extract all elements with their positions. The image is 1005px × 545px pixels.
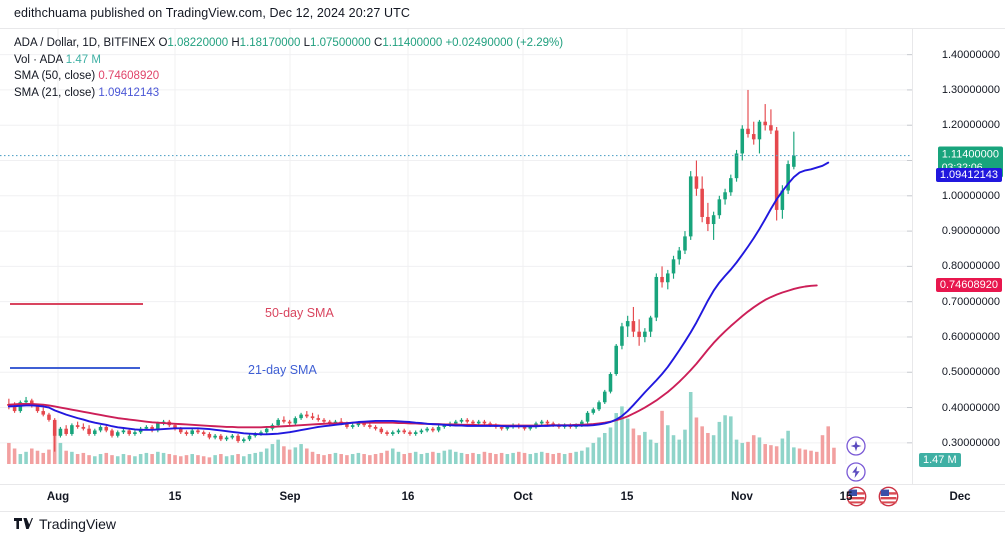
sma50-price-badge: 0.74608920 bbox=[935, 278, 1002, 293]
candlestick-svg bbox=[0, 29, 912, 464]
price-tick: 0.70000000 bbox=[941, 295, 1000, 308]
price-tick: 0.60000000 bbox=[941, 330, 1000, 343]
legend-open-label: O bbox=[158, 37, 168, 49]
legend-volume-value: 1.47 M bbox=[65, 53, 101, 66]
legend-sma50-label[interactable]: SMA (50, close) bbox=[14, 70, 96, 82]
sma21-legend-line bbox=[10, 367, 140, 369]
last-price-value: 1.11400000 bbox=[941, 148, 999, 161]
tradingview-mark-icon bbox=[14, 517, 33, 529]
legend-ohlc-row: ADA / Dollar, 1D, BITFINEX O1.08220000 H… bbox=[14, 35, 563, 52]
legend-sma21-label[interactable]: SMA (21, close) bbox=[14, 86, 96, 99]
legend-close-label: C bbox=[374, 37, 383, 49]
time-tick: Nov bbox=[731, 491, 753, 503]
price-tick: 1.30000000 bbox=[941, 83, 1000, 96]
tradingview-logo[interactable]: TradingView bbox=[14, 516, 116, 532]
sma50-legend-line bbox=[10, 303, 143, 305]
legend-low-label: L bbox=[303, 37, 311, 49]
legend-sma21-value: 1.09412143 bbox=[98, 86, 160, 99]
ai-sparkle-button[interactable] bbox=[845, 435, 867, 457]
sma21-annotation: 21-day SMA bbox=[248, 363, 317, 377]
legend-low-value: 1.07500000 bbox=[310, 37, 371, 49]
legend-sma50-row: SMA (50, close) 0.74608920 bbox=[14, 68, 563, 85]
legend-change: +0.02490000 bbox=[445, 37, 513, 49]
publish-attribution: edithchuama published on TradingView.com… bbox=[14, 6, 410, 20]
time-tick: 15 bbox=[168, 491, 182, 503]
price-tick: 1.20000000 bbox=[941, 119, 1000, 132]
legend-open-value: 1.08220000 bbox=[167, 37, 229, 49]
price-tick: 1.40000000 bbox=[941, 48, 1000, 61]
lightning-bolt-icon bbox=[846, 462, 866, 482]
alert-bolt-button[interactable] bbox=[845, 461, 867, 483]
time-tick: Sep bbox=[279, 491, 301, 503]
price-plot-area[interactable] bbox=[0, 29, 912, 484]
price-tick: 0.30000000 bbox=[941, 436, 1000, 449]
flag-marker-button-1[interactable] bbox=[845, 485, 867, 507]
time-tick: Aug bbox=[46, 491, 70, 503]
chart-legend: ADA / Dollar, 1D, BITFINEX O1.08220000 H… bbox=[14, 35, 563, 101]
time-tick: 15 bbox=[839, 491, 853, 503]
tradingview-wordmark: TradingView bbox=[39, 516, 117, 532]
legend-sma21-row: SMA (21, close) 1.09412143 bbox=[14, 85, 563, 102]
sma21-price-badge: 1.09412143 bbox=[935, 167, 1002, 182]
sma50-annotation: 50-day SMA bbox=[265, 306, 334, 320]
legend-symbol[interactable]: ADA / Dollar, 1D, BITFINEX bbox=[14, 37, 156, 49]
legend-change-percent: (+2.29%) bbox=[516, 37, 564, 49]
price-tick: 0.80000000 bbox=[941, 260, 1000, 273]
legend-sma50-value: 0.74608920 bbox=[98, 70, 160, 82]
volume-badge: 1.47 M bbox=[919, 453, 961, 467]
flag-circle-icon bbox=[878, 486, 898, 506]
legend-high-label: H bbox=[231, 37, 240, 49]
time-tick: 15 bbox=[620, 491, 634, 503]
flag-circle-icon bbox=[846, 486, 866, 506]
price-tick: 1.00000000 bbox=[941, 189, 1000, 202]
sparkle-icon bbox=[846, 436, 866, 456]
legend-high-value: 1.18170000 bbox=[239, 37, 301, 49]
price-axis[interactable]: 1.400000001.300000001.200000001.10000000… bbox=[912, 29, 1005, 484]
price-tick: 0.50000000 bbox=[941, 366, 1000, 379]
time-tick: Dec bbox=[949, 491, 971, 503]
legend-close-value: 1.11400000 bbox=[382, 37, 443, 49]
price-tick: 0.90000000 bbox=[941, 225, 1000, 238]
time-tick: Oct bbox=[513, 491, 533, 503]
chart-frame: ADA / Dollar, 1D, BITFINEX O1.08220000 H… bbox=[0, 28, 1005, 512]
price-tick: 0.40000000 bbox=[941, 401, 1000, 414]
legend-volume-label[interactable]: Vol · ADA bbox=[14, 53, 63, 66]
time-tick: 16 bbox=[401, 491, 415, 503]
flag-marker-button-2[interactable] bbox=[877, 485, 899, 507]
legend-volume-row: Vol · ADA 1.47 M bbox=[14, 52, 563, 69]
time-axis[interactable]: Aug 15 Sep 16 Oct 15 Nov 15 Dec bbox=[0, 484, 1005, 512]
